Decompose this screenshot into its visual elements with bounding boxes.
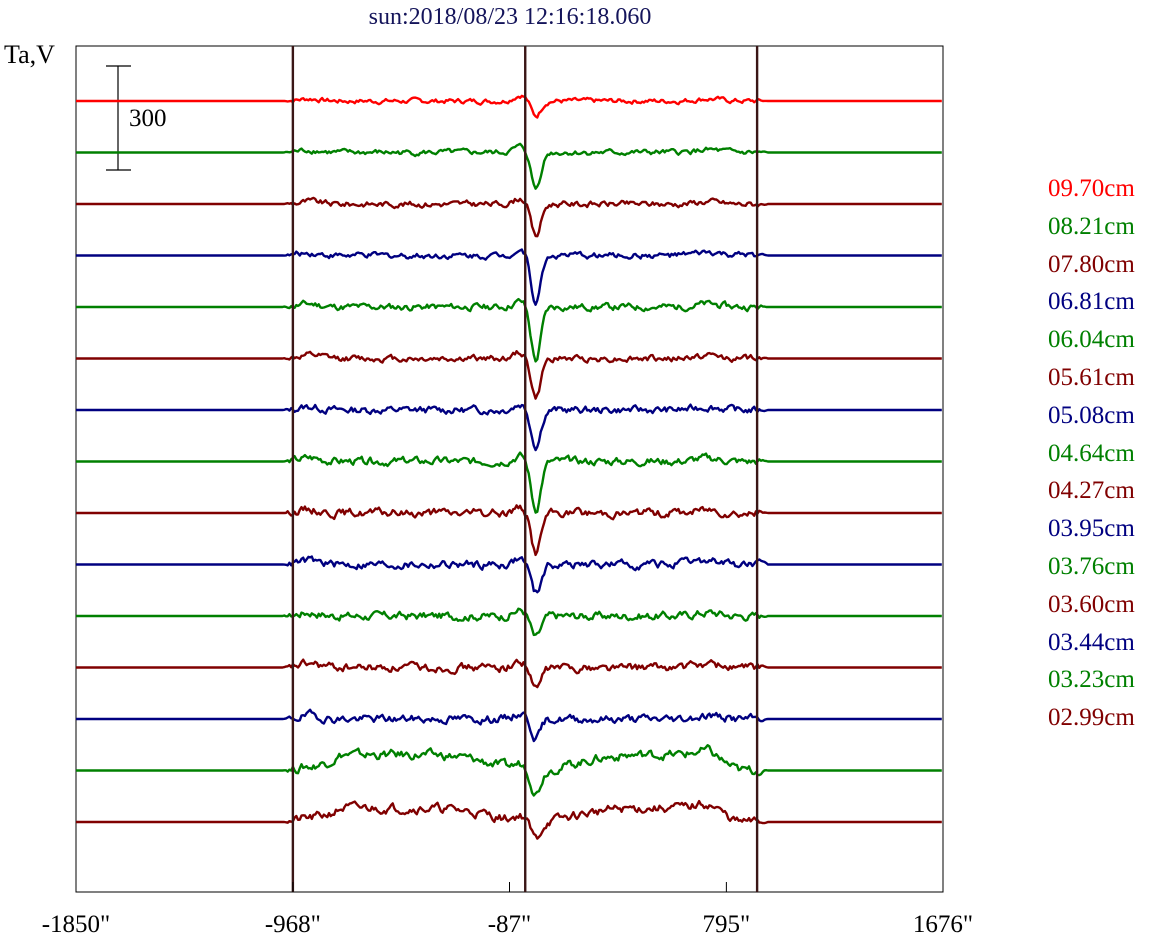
trace-06.81cm [76,248,942,306]
y-axis-label: Ta,V [4,40,55,69]
trace-04.64cm [76,451,942,514]
legend-item: 09.70cm [1048,175,1135,202]
trace-03.95cm [76,555,942,594]
trace-03.44cm [76,708,942,743]
traces-group [76,94,942,840]
legend-item: 06.04cm [1048,326,1135,354]
legend-item: 04.64cm [1048,439,1135,467]
legend-item: 02.99cm [1048,704,1135,732]
trace-03.76cm [76,607,942,637]
legend-item: 03.23cm [1048,666,1135,694]
legend-item: 03.95cm [1048,515,1135,543]
trace-03.60cm [76,658,942,689]
legend-item: 05.61cm [1048,363,1135,391]
x-tick-label: 1676" [913,911,973,938]
trace-08.21cm [76,142,942,190]
legend-item: 05.08cm [1048,401,1135,429]
trace-06.04cm [76,297,942,363]
markers-group [291,46,759,892]
legend-item: 06.81cm [1048,288,1135,316]
x-tick-label: -968" [265,911,321,938]
trace-04.27cm [76,504,942,557]
trace-03.23cm [76,744,942,797]
scale-bar-label: 300 [129,105,167,132]
trace-05.61cm [76,350,942,400]
chart-title: sun:2018/08/23 12:16:18.060 [368,4,652,30]
trace-05.08cm [76,403,942,452]
legend-item: 03.44cm [1048,628,1135,656]
x-tick-label: -1850" [42,911,111,938]
legend: 09.70cm 08.21cm 07.80cm 06.81cm 06.04cm 05.61… [1048,170,1135,737]
legend-item: 08.21cm [1048,212,1135,240]
x-tick-label: 795" [703,911,751,938]
trace-02.99cm [76,799,942,840]
legend-item: 03.60cm [1048,590,1135,618]
x-tick-label: -87" [488,911,532,938]
scale-bar: 300 [106,65,167,171]
legend-item: 03.76cm [1048,552,1135,580]
legend-item: 07.80cm [1048,250,1135,278]
trace-07.80cm [76,196,942,238]
x-ticks-group: -1850" -968" -87" 795" 1676" [42,882,973,938]
trace-09.70cm [76,94,942,119]
legend-item: 04.27cm [1048,477,1135,505]
